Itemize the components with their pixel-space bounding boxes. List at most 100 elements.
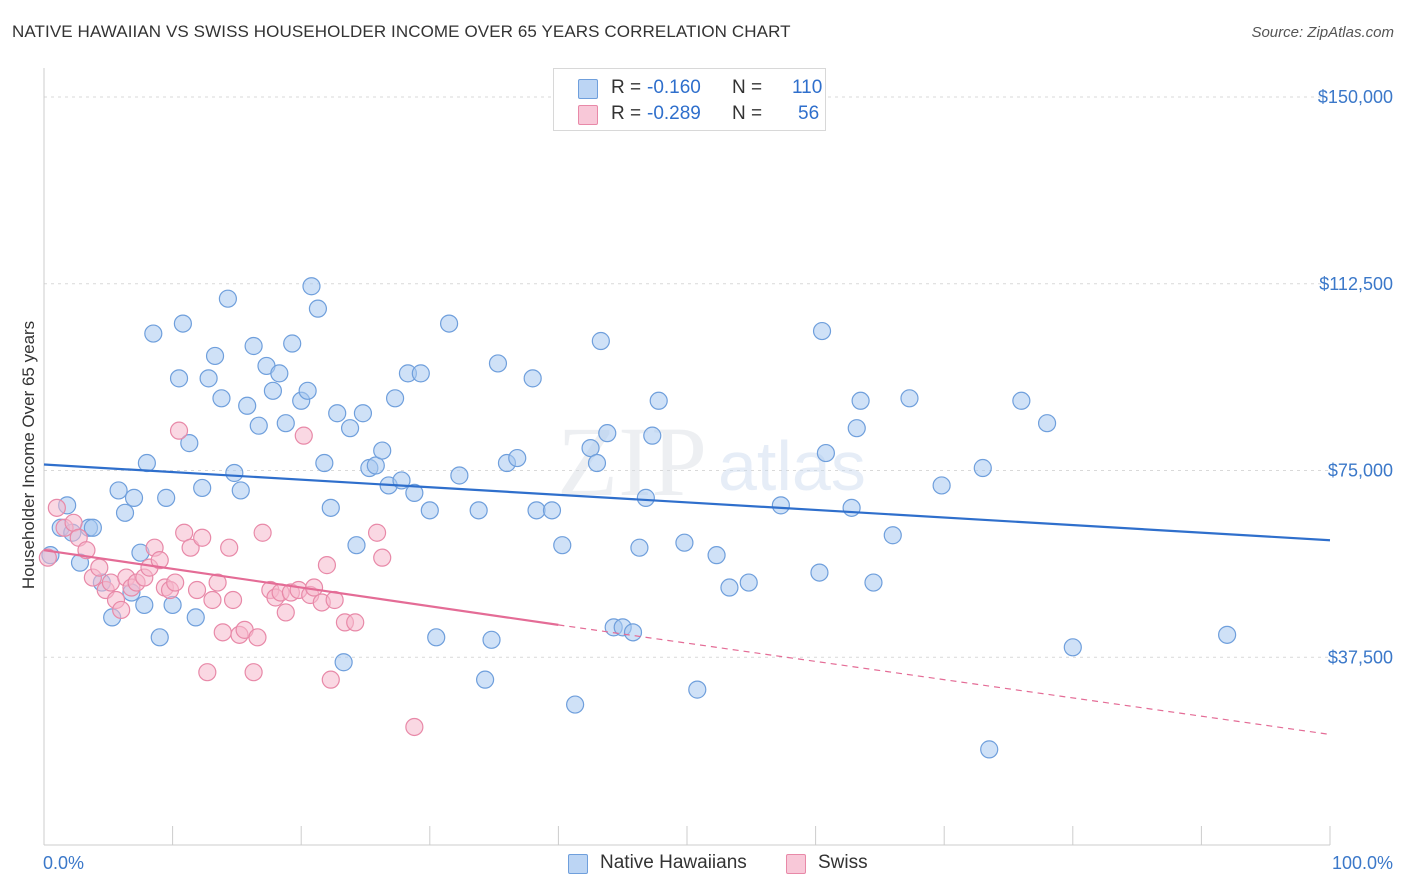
native-hawaiians-point [1037,414,1057,433]
x-tick-label-max: 100.0% [1332,853,1393,873]
swiss-point [203,590,222,610]
native-hawaiians-point [169,369,189,388]
native-hawaiians-point [523,369,542,388]
native-hawaiians-point [270,364,289,383]
trend-lines [43,463,1331,736]
native-hawaiians-point [115,503,135,522]
native-hawaiians-point [591,331,610,351]
swiss-point [321,670,340,689]
native-hawaiians-point [883,526,902,545]
y-tick-label: $112,500 [1319,274,1393,294]
native-hawaiians-point [598,424,617,443]
swiss-point [223,590,243,610]
native-hawaiians-point [553,536,572,555]
native-hawaiians-points [41,277,1237,759]
native-hawaiians-point [475,670,495,689]
native-hawaiians-point [193,478,212,498]
swiss-point [367,523,387,542]
native-hawaiians-point [366,456,385,475]
legend-swatch-blue [578,79,598,99]
swiss-point [169,421,189,440]
native-hawaiians-point [812,321,832,341]
native-hawaiians-point [238,396,257,415]
legend-n-label: N = [732,77,763,98]
native-hawaiians-point [135,595,154,615]
correlation-legend: R = -0.160 N = 110 R = -0.289 N = 56 [553,68,826,131]
native-hawaiians-point [321,498,340,517]
native-hawaiians-trend-line [43,463,1331,542]
native-hawaiians-point [373,441,392,460]
native-hawaiians-point [771,496,790,515]
native-hawaiians-point [581,438,600,458]
native-hawaiians-point [163,595,182,615]
native-hawaiians-point [180,434,199,453]
native-hawaiians-point [212,389,231,408]
bottom-legend-label: Native Hawaiians [600,852,747,873]
swiss-point [77,541,96,560]
native-hawaiians-point [144,324,163,343]
chart-title: NATIVE HAWAIIAN VS SWISS HOUSEHOLDER INC… [12,22,791,41]
native-hawaiians-point [231,481,250,500]
bottom-legend-swatch-blue [568,854,588,874]
native-hawaiians-point [842,498,861,517]
native-hawaiians-point [816,443,835,463]
native-hawaiians-point [405,483,424,503]
native-hawaiians-point [439,314,459,333]
native-hawaiians-point [587,453,607,473]
swiss-point [294,426,313,445]
y-axis-label: Householder Income Over 65 years [19,321,38,589]
legend-n-value: 56 [798,103,820,124]
native-hawaiians-point [347,536,366,555]
swiss-point [208,573,227,592]
native-hawaiians-point [298,381,317,400]
native-hawaiians-point [157,488,176,507]
native-hawaiians-point [218,289,237,308]
native-hawaiians-point [900,389,919,408]
native-hawaiians-point [353,404,373,423]
swiss-point [112,600,131,620]
native-hawaiians-point [973,458,992,478]
native-hawaiians-point [1063,638,1082,657]
native-hawaiians-point [283,334,302,353]
native-hawaiians-point [334,653,353,672]
swiss-trend-extension [558,624,1331,736]
swiss-point [166,573,185,592]
native-hawaiians-point [488,354,508,373]
native-hawaiians-point [385,389,405,408]
swiss-point [220,538,239,557]
native-hawaiians-point [636,488,655,507]
native-hawaiians-point [308,299,328,318]
legend-n-label: N = [732,103,763,124]
swiss-point [248,628,267,647]
native-hawaiians-point [450,466,469,485]
native-hawaiians-point [420,501,439,520]
native-hawaiians-point [225,463,244,483]
legend-swatch-pink [578,105,598,125]
native-hawaiians-point [427,628,446,647]
native-hawaiians-point [630,538,649,557]
native-hawaiians-point [83,518,102,537]
native-hawaiians-point [137,453,156,473]
native-hawaiians-point [720,578,739,597]
swiss-point [253,523,272,542]
swiss-point [47,498,66,517]
swiss-point [244,663,263,682]
native-hawaiians-point [527,501,546,520]
native-hawaiians-point [810,563,829,582]
legend-r-value: -0.289 [647,103,701,124]
native-hawaiians-point [150,628,169,647]
native-hawaiians-point [643,426,662,445]
watermark-atlas: atlas [718,427,866,505]
axes [43,68,1331,846]
native-hawaiians-point [249,416,268,435]
swiss-point [405,717,424,737]
legend-r-label: R = [611,103,642,124]
swiss-point [187,580,207,600]
native-hawaiians-point [186,608,205,627]
native-hawaiians-point [199,369,218,388]
source-credit: Source: ZipAtlas.com [1251,24,1394,41]
watermark-zip: ZIP [557,406,707,517]
native-hawaiians-point [542,501,562,520]
native-hawaiians-point [739,573,758,592]
